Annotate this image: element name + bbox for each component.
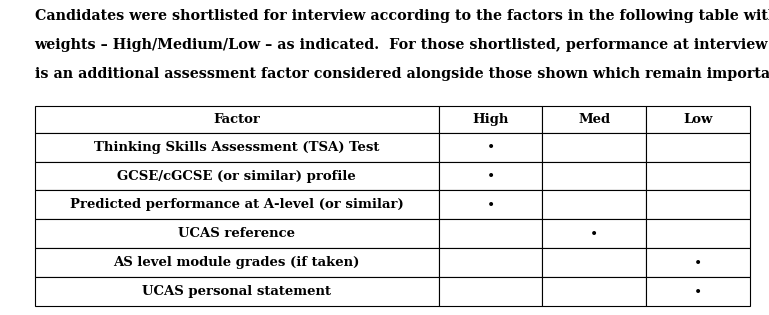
Bar [35, 162, 438, 191]
Text: Thinking Skills Assessment (TSA) Test: Thinking Skills Assessment (TSA) Test [94, 140, 379, 154]
Bar [35, 106, 438, 133]
Text: •: • [694, 256, 702, 270]
Bar [542, 219, 646, 248]
Text: High: High [472, 112, 509, 126]
Bar [438, 191, 542, 219]
Bar [438, 277, 542, 306]
Bar [646, 248, 750, 277]
Text: •: • [487, 198, 494, 212]
Text: Low: Low [683, 112, 713, 126]
Text: •: • [590, 227, 598, 241]
Text: weights – High/Medium/Low – as indicated.  For those shortlisted, performance at: weights – High/Medium/Low – as indicated… [35, 38, 768, 52]
Bar [35, 133, 438, 162]
Text: is an additional assessment factor considered alongside those shown which remain: is an additional assessment factor consi… [35, 67, 769, 81]
Text: GCSE/cGCSE (or similar) profile: GCSE/cGCSE (or similar) profile [117, 169, 356, 182]
Text: UCAS personal statement: UCAS personal statement [142, 285, 331, 298]
Bar [542, 106, 646, 133]
Bar [646, 191, 750, 219]
Text: UCAS reference: UCAS reference [178, 227, 295, 240]
Bar [646, 219, 750, 248]
Bar [35, 248, 438, 277]
Bar [438, 219, 542, 248]
Text: Predicted performance at A-level (or similar): Predicted performance at A-level (or sim… [70, 198, 404, 211]
Text: AS level module grades (if taken): AS level module grades (if taken) [114, 256, 360, 269]
Bar [646, 133, 750, 162]
Text: •: • [694, 285, 702, 299]
Bar [542, 162, 646, 191]
Bar [542, 191, 646, 219]
Text: •: • [487, 140, 494, 154]
Text: Factor: Factor [213, 112, 260, 126]
Bar [438, 248, 542, 277]
Bar [646, 106, 750, 133]
Text: •: • [487, 169, 494, 183]
Text: Med: Med [578, 112, 611, 126]
Bar [35, 191, 438, 219]
Bar [542, 277, 646, 306]
Bar [542, 133, 646, 162]
Bar [646, 277, 750, 306]
Bar [542, 248, 646, 277]
Text: Candidates were shortlisted for interview according to the factors in the follow: Candidates were shortlisted for intervie… [35, 9, 769, 23]
Bar [438, 106, 542, 133]
Bar [438, 162, 542, 191]
Bar [646, 162, 750, 191]
Bar [438, 133, 542, 162]
Bar [35, 277, 438, 306]
Bar [35, 219, 438, 248]
